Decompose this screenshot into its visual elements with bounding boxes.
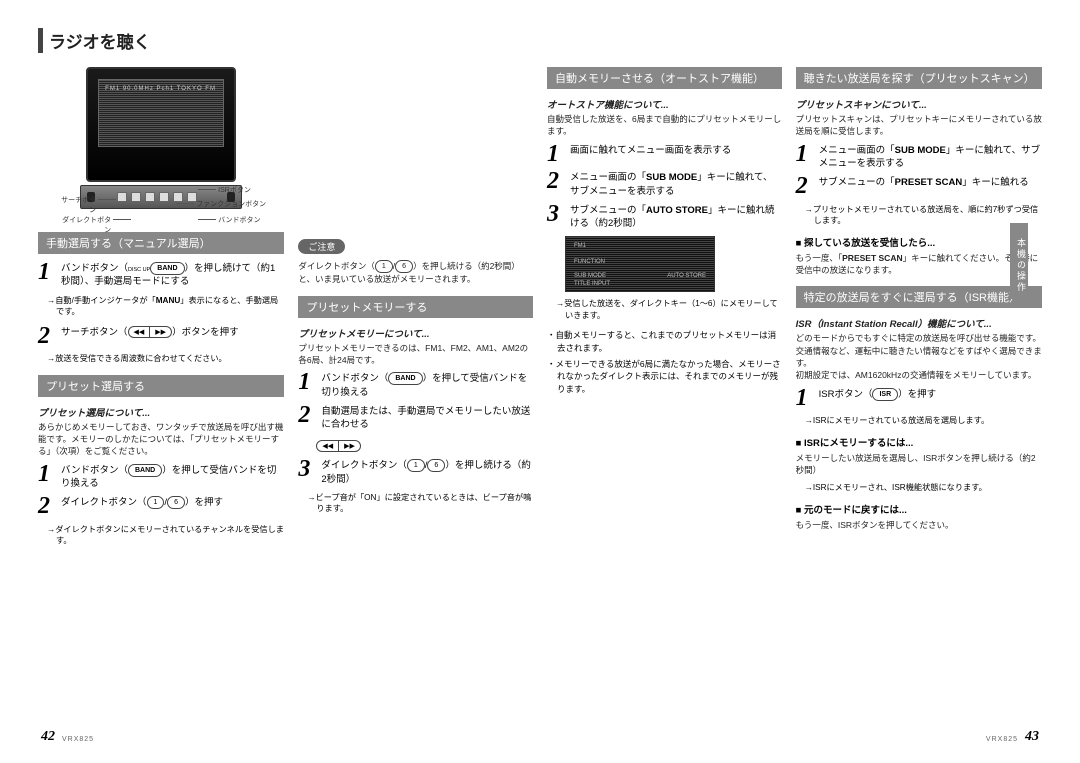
step-note: プリセットメモリーされている放送局を、順に約7秒ずつ受信します。	[814, 204, 1042, 227]
column-2: ご注意 ダイレクトボタン（1/6）を押し続ける（約2秒間）と、いま見いている放送…	[298, 67, 533, 555]
caution-label: ご注意	[298, 239, 345, 254]
callout-direct: ダイレクトボタン	[56, 215, 111, 235]
section-preset-memory: プリセットメモリーする	[298, 296, 533, 318]
body-text: メモリーしたい放送局を選局し、ISRボタンを押し続ける（約2秒間）	[796, 452, 1042, 477]
step-number: 2	[298, 405, 316, 432]
step-text: 自動選局または、手動選局でメモリーしたい放送に合わせる	[321, 405, 533, 432]
direct-button-1-icon: 1	[147, 496, 165, 509]
step-text: ISRボタン（ISR）を押す	[819, 388, 1042, 410]
isr-button-icon: ISR	[872, 388, 898, 401]
body-text: もう一度、ISRボタンを押してください。	[796, 519, 1042, 531]
callout-search: サーチボタン	[56, 195, 96, 215]
model-code-left: VRX825	[62, 736, 94, 743]
section-preset-tune: プリセット選局する	[38, 375, 284, 397]
body-text: もう一度、「PRESET SCAN」キーに触れてください。その時に受信中の放送に…	[796, 252, 1042, 277]
square-bullet: 元のモードに戻すには...	[796, 502, 1042, 516]
step-note: 放送を受信できる周波数に合わせてください。	[56, 353, 284, 364]
step-note: ビープ音が「ON」に設定されているときは、ビープ音が鳴ります。	[316, 492, 533, 515]
step-number: 3	[547, 204, 565, 231]
band-button-icon: BAND	[388, 372, 422, 385]
page-number-right: 43	[1025, 729, 1039, 745]
body-text: あらかじめメモリーしておき、ワンタッチで放送局を呼び出す機能です。メモリーのしか…	[38, 421, 284, 458]
step-text: メニュー画面の「SUB MODE」キーに触れて、サブメニューを表示する	[819, 144, 1042, 171]
body-text: どのモードからでもすぐに特定の放送局を呼び出せる機能です。交通情報など、運転中に…	[796, 332, 1042, 381]
step-number: 1	[547, 144, 565, 166]
step-number: 2	[38, 496, 56, 518]
step-text: サブメニューの「AUTO STORE」キーに触れ続ける（約2秒間）	[570, 204, 782, 231]
search-button-icon: ◀◀▶▶	[316, 440, 361, 452]
step-number: 2	[547, 171, 565, 198]
section-manual: 手動選局する（マニュアル選局）	[38, 232, 284, 254]
step-text: ダイレクトボタン（1/6）を押し続ける（約2秒間）	[321, 459, 533, 486]
step-text: サブメニューの「PRESET SCAN」キーに触れる	[819, 176, 1042, 198]
direct-button-6-icon: 6	[427, 459, 445, 472]
body-text: プリセットスキャンは、プリセットキーにメモリーされている放送局を順に受信します。	[796, 113, 1042, 138]
step-number: 1	[298, 372, 316, 399]
step-note: 自動/手動インジケータが「MANU」表示になると、手動選局です。	[56, 295, 284, 318]
device-screen-text: FM1 90.0MHz Pch1 TOKYO FM	[105, 86, 216, 92]
step-text: バンドボタン（BAND）を押して受信バンドを切り換える	[61, 464, 284, 491]
step-note: ダイレクトボタンにメモリーされているチャンネルを受信します。	[56, 524, 284, 547]
step-text: メニュー画面の「SUB MODE」キーに触れて、サブメニューを表示する	[570, 171, 782, 198]
callout-func: ファンクションボタン	[196, 199, 266, 209]
step-number: 1	[796, 388, 814, 410]
direct-button-6-icon: 6	[395, 260, 413, 273]
step-note: 受信した放送を、ダイレクトキー（1～6）にメモリーしていきます。	[565, 298, 782, 321]
step-number: 3	[298, 459, 316, 486]
column-4: 聴きたい放送局を探す（プリセットスキャン） プリセットスキャンについて... プ…	[796, 67, 1042, 555]
section-isr: 特定の放送局をすぐに選局する（ISR機能）	[796, 286, 1042, 308]
page-title: ラジオを聴く	[38, 28, 1042, 53]
bullet: ・メモリーできる放送が6局に満たなかった場合、メモリーされなかったダイレクト表示…	[547, 358, 782, 395]
body-text: プリセットメモリーできるのは、FM1、FM2、AM1、AM2の各6局、計24局で…	[298, 342, 533, 367]
page-number-left: 42	[41, 729, 55, 745]
square-bullet: ISRにメモリーするには...	[796, 435, 1042, 449]
device-illustration: FM1 90.0MHz Pch1 TOKYO FM サーチボタン ダイレクトボタ…	[56, 67, 266, 222]
subhead: オートストア機能について...	[547, 97, 782, 111]
direct-button-1-icon: 1	[407, 459, 425, 472]
step-number: 1	[796, 144, 814, 171]
callout-band: バンドボタン	[218, 215, 266, 225]
square-bullet: 探している放送を受信したら...	[796, 235, 1042, 249]
submenu-screenshot: FM1 FUNCTION SUB MODE AUTO STORE TITLE I…	[565, 236, 715, 292]
step-text: サーチボタン（◀◀▶▶）ボタンを押す	[61, 326, 284, 348]
callout-isr: ISRボタン	[218, 185, 266, 195]
model-code-right: VRX825	[986, 736, 1018, 743]
subhead: ISR（Instant Station Recall）機能について...	[796, 316, 1042, 330]
band-button-icon: BAND	[150, 262, 184, 275]
side-tab: 本機の操作	[1010, 223, 1028, 299]
direct-button-1-icon: 1	[375, 260, 393, 273]
step-text: バンドボタン（DISC UPBAND）を押し続けて（約1秒間）、手動選局モードに…	[61, 262, 284, 289]
step-text: バンドボタン（BAND）を押して受信バンドを切り換える	[321, 372, 533, 399]
step-text: 画面に触れてメニュー画面を表示する	[570, 144, 782, 166]
band-button-icon: BAND	[128, 464, 162, 477]
section-preset-scan: 聴きたい放送局を探す（プリセットスキャン）	[796, 67, 1042, 89]
step-number: 1	[38, 262, 56, 289]
subhead: プリセットスキャンについて...	[796, 97, 1042, 111]
subhead: プリセットメモリーについて...	[298, 326, 533, 340]
bullet: ・自動メモリーすると、これまでのプリセットメモリーは消去されます。	[547, 329, 782, 354]
step-number: 2	[796, 176, 814, 198]
step-note: ISRにメモリーされ、ISR機能状態になります。	[814, 482, 1042, 493]
step-number: 2	[38, 326, 56, 348]
column-3: 自動メモリーさせる（オートストア機能） オートストア機能について... 自動受信…	[547, 67, 782, 555]
search-button-icon: ◀◀▶▶	[128, 326, 173, 338]
body-text: 自動受信した放送を、6局まで自動的にプリセットメモリーします。	[547, 113, 782, 138]
step-text: ダイレクトボタン（1/6）を押す	[61, 496, 284, 518]
section-auto-store: 自動メモリーさせる（オートストア機能）	[547, 67, 782, 89]
direct-button-6-icon: 6	[167, 496, 185, 509]
caution-body: ダイレクトボタン（1/6）を押し続ける（約2秒間）と、いま見いている放送がメモリ…	[298, 260, 533, 286]
step-note: ISRにメモリーされている放送局を選局します。	[814, 415, 1042, 426]
subhead: プリセット選局について...	[38, 405, 284, 419]
step-number: 1	[38, 464, 56, 491]
column-1: FM1 90.0MHz Pch1 TOKYO FM サーチボタン ダイレクトボタ…	[38, 67, 284, 555]
